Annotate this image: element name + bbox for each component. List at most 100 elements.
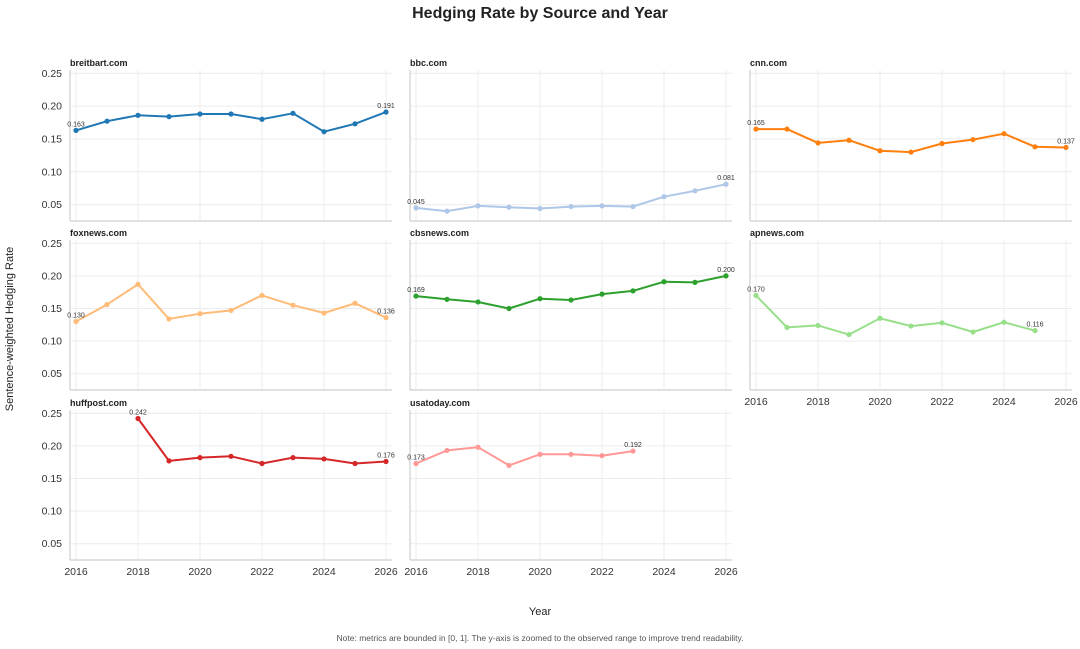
data-point bbox=[599, 453, 605, 459]
footnote: Note: metrics are bounded in [0, 1]. The… bbox=[337, 633, 744, 643]
x-tick-label: 2024 bbox=[312, 566, 336, 578]
data-point bbox=[104, 118, 110, 124]
y-tick-label: 0.15 bbox=[42, 303, 63, 315]
data-point bbox=[321, 310, 327, 316]
series-line bbox=[415, 446, 634, 467]
panel-title: huffpost.com bbox=[70, 398, 127, 408]
x-tick-label: 2016 bbox=[64, 566, 88, 578]
y-tick-label: 0.20 bbox=[42, 440, 63, 452]
data-point bbox=[413, 293, 419, 299]
data-point bbox=[1001, 131, 1007, 137]
data-point bbox=[290, 110, 296, 116]
data-point bbox=[599, 291, 605, 297]
data-point bbox=[352, 300, 358, 306]
data-point bbox=[228, 111, 234, 117]
data-point bbox=[970, 329, 976, 335]
data-point bbox=[475, 203, 481, 209]
x-tick-label: 2016 bbox=[404, 566, 428, 578]
panel-title: apnews.com bbox=[750, 228, 804, 238]
first-value-label: 0.130 bbox=[67, 313, 85, 320]
x-tick-label: 2018 bbox=[126, 566, 150, 578]
data-point bbox=[939, 140, 945, 147]
data-point bbox=[692, 188, 698, 194]
first-value-label: 0.165 bbox=[747, 120, 765, 127]
data-point bbox=[197, 111, 203, 117]
data-point bbox=[383, 109, 389, 115]
data-point bbox=[753, 126, 759, 132]
y-tick-label: 0.05 bbox=[42, 538, 63, 550]
y-tick-label: 0.15 bbox=[42, 473, 63, 485]
data-point bbox=[877, 148, 883, 154]
x-tick-label: 2018 bbox=[466, 566, 490, 578]
data-point bbox=[723, 273, 729, 279]
series-line bbox=[756, 128, 1067, 154]
panel-apnews-com: apnews.com 2016 2018 2020 2022 2024 2026 0.170 0… bbox=[744, 228, 1078, 408]
data-point bbox=[784, 324, 790, 330]
last-value-label: 0.136 bbox=[377, 309, 395, 316]
data-point bbox=[73, 318, 79, 325]
data-point bbox=[630, 288, 636, 294]
panel-title: foxnews.com bbox=[70, 228, 127, 238]
y-tick-label: 0.25 bbox=[42, 238, 63, 250]
data-point bbox=[444, 208, 450, 214]
x-tick-label: 2022 bbox=[590, 566, 614, 578]
data-point bbox=[475, 444, 481, 450]
data-point bbox=[290, 455, 296, 461]
data-point bbox=[259, 460, 265, 467]
x-tick-label: 2020 bbox=[528, 566, 552, 578]
y-axis-label: Sentence-weighted Hedging Rate bbox=[4, 247, 16, 412]
data-point bbox=[135, 415, 141, 422]
y-tick-label: 0.05 bbox=[42, 368, 63, 380]
x-tick-label: 2026 bbox=[1054, 396, 1078, 408]
x-tick-label: 2018 bbox=[806, 396, 830, 408]
panel-grid: breitbart.com 0.05 0.10 0.15 0.20 0.25 0.163 0.… bbox=[42, 58, 1078, 578]
last-value-label: 0.176 bbox=[377, 453, 395, 460]
data-point bbox=[970, 136, 976, 143]
x-tick-label: 2026 bbox=[714, 566, 738, 578]
data-point bbox=[475, 299, 481, 305]
data-point bbox=[506, 204, 512, 210]
x-tick-label: 2016 bbox=[744, 396, 768, 408]
data-point bbox=[352, 460, 358, 467]
panel-foxnews-com: foxnews.com 0.05 0.10 0.15 0.20 0.25 0.130 0.13… bbox=[42, 228, 395, 391]
data-point bbox=[166, 316, 172, 322]
last-value-label: 0.200 bbox=[717, 267, 735, 274]
data-point bbox=[166, 114, 172, 120]
data-point bbox=[352, 121, 358, 127]
x-tick-label: 2026 bbox=[374, 566, 398, 578]
data-point bbox=[661, 279, 667, 285]
last-value-label: 0.116 bbox=[1027, 322, 1044, 329]
data-point bbox=[321, 129, 327, 135]
chart-title: Hedging Rate by Source and Year bbox=[412, 5, 668, 22]
data-point bbox=[444, 447, 450, 454]
series-line bbox=[75, 283, 387, 323]
data-point bbox=[1001, 319, 1007, 325]
data-point bbox=[413, 460, 419, 467]
data-point bbox=[259, 116, 265, 122]
panel-title: cnn.com bbox=[750, 58, 787, 68]
y-tick-label: 0.15 bbox=[42, 133, 63, 145]
panel-title: usatoday.com bbox=[410, 398, 470, 408]
y-tick-label: 0.25 bbox=[42, 68, 63, 80]
data-point bbox=[723, 181, 729, 187]
data-point bbox=[383, 315, 389, 321]
data-point bbox=[877, 315, 883, 321]
data-point bbox=[444, 296, 450, 302]
data-point bbox=[630, 203, 636, 210]
data-point bbox=[197, 455, 203, 461]
panel-usatoday-com: usatoday.com 2016 2018 2020 2022 2024 2026 0.17… bbox=[404, 398, 738, 578]
first-value-label: 0.242 bbox=[129, 409, 147, 416]
data-point bbox=[1063, 144, 1069, 151]
series-line bbox=[755, 294, 1036, 336]
data-point bbox=[383, 458, 389, 465]
data-point bbox=[259, 292, 265, 299]
x-tick-label: 2022 bbox=[930, 396, 954, 408]
y-tick-label: 0.20 bbox=[42, 270, 63, 282]
data-point bbox=[321, 456, 327, 462]
first-value-label: 0.045 bbox=[407, 199, 425, 206]
data-point bbox=[135, 112, 141, 118]
series-line bbox=[415, 274, 727, 310]
data-point bbox=[73, 127, 79, 133]
panel-title: bbc.com bbox=[410, 58, 447, 68]
data-point bbox=[599, 203, 605, 209]
